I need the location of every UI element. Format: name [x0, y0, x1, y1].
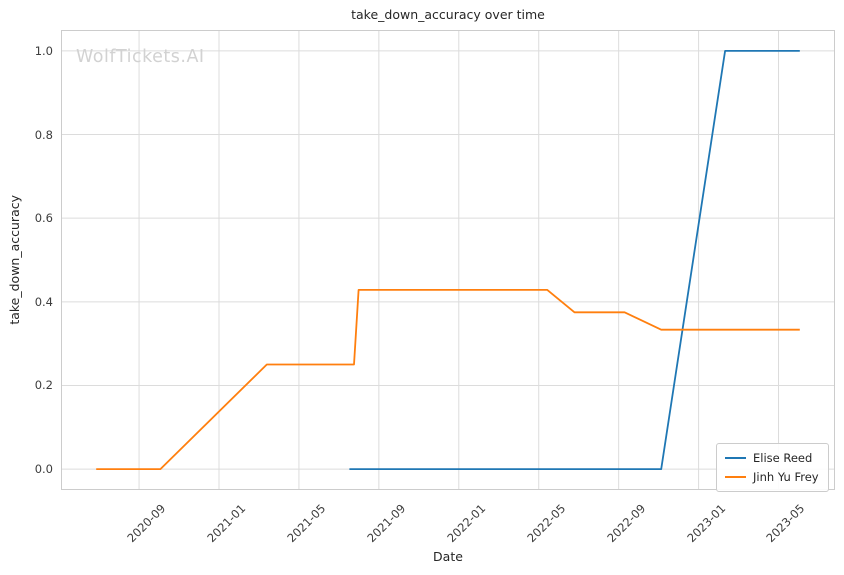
legend-line-swatch	[725, 475, 746, 479]
chart-title: take_down_accuracy over time	[351, 7, 545, 22]
legend-item: Jinh Yu Frey	[725, 469, 819, 485]
watermark: WolfTickets.AI	[76, 47, 205, 67]
legend-item: Elise Reed	[725, 450, 819, 466]
axes-spines	[61, 30, 835, 490]
series-line-elise-reed	[349, 49, 800, 471]
y-tick-label: 0.8	[34, 127, 53, 142]
x-axis-label: Date	[433, 549, 463, 564]
x-tick-label: 2021-01	[204, 501, 249, 546]
legend-label: Elise Reed	[753, 451, 813, 465]
y-tick-label: 0.0	[34, 462, 53, 477]
y-tick-label: 0.6	[34, 211, 53, 226]
x-tick-label: 2022-01	[444, 501, 488, 546]
series-line-jinh-yu-frey	[96, 288, 800, 471]
x-tick-label: 2022-05	[524, 501, 568, 546]
plot-area	[61, 30, 835, 490]
x-tick-label: 2021-05	[284, 501, 329, 546]
x-tick-label: 2020-09	[124, 501, 169, 546]
x-tick-label: 2023-01	[683, 501, 728, 546]
y-tick-label: 1.0	[34, 43, 53, 58]
legend-line-swatch	[725, 456, 746, 460]
y-tick-label: 0.4	[34, 294, 53, 309]
legend-label: Jinh Yu Frey	[753, 470, 819, 484]
legend: Elise Reed Jinh Yu Frey	[716, 443, 829, 492]
x-tick-label: 2021-09	[364, 501, 409, 546]
y-axis-label-wrap: take_down_accuracy	[5, 30, 23, 490]
x-tick-label: 2023-05	[763, 501, 808, 546]
x-tick-label: 2022-09	[603, 501, 648, 546]
y-tick-label: 0.2	[34, 378, 53, 393]
